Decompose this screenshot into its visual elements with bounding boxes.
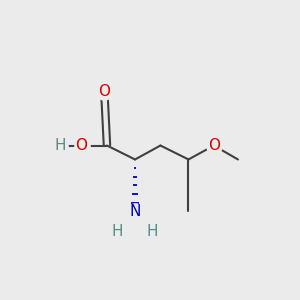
Text: N: N [129, 204, 141, 219]
Text: H: H [55, 138, 66, 153]
Text: O: O [76, 138, 88, 153]
Text: H: H [147, 224, 158, 239]
Text: O: O [208, 138, 220, 153]
Text: O: O [98, 84, 110, 99]
Text: H: H [112, 224, 123, 239]
